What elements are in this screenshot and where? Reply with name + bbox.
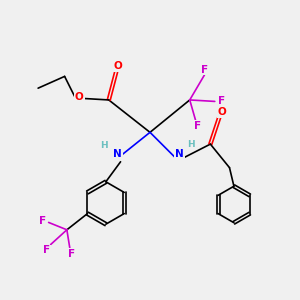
- Text: N: N: [113, 149, 122, 159]
- Text: O: O: [75, 92, 84, 102]
- Text: O: O: [113, 61, 122, 71]
- Text: N: N: [175, 149, 184, 159]
- Text: F: F: [218, 96, 225, 106]
- Text: H: H: [188, 140, 195, 149]
- Text: F: F: [43, 245, 50, 255]
- Text: F: F: [194, 121, 201, 131]
- Text: F: F: [68, 249, 75, 259]
- Text: H: H: [100, 141, 108, 150]
- Text: F: F: [39, 216, 46, 226]
- Text: O: O: [218, 107, 226, 117]
- Text: F: F: [201, 64, 208, 75]
